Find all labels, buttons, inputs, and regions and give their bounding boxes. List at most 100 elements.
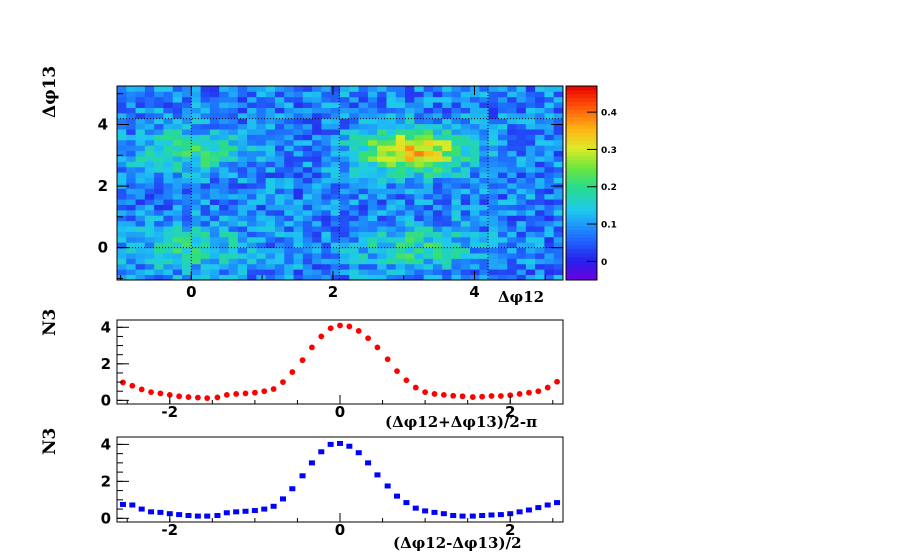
data-point bbox=[450, 513, 457, 519]
heatmap-cell bbox=[377, 226, 387, 232]
heatmap-cell bbox=[386, 253, 397, 259]
heatmap-cell bbox=[172, 236, 183, 243]
heatmap-cell bbox=[154, 129, 164, 135]
heatmap-cell bbox=[163, 123, 174, 130]
heatmap-cell bbox=[544, 145, 555, 152]
heatmap-cell bbox=[377, 209, 387, 216]
heatmap-cell bbox=[237, 236, 248, 243]
heatmap-cell bbox=[228, 139, 239, 146]
heatmap-cell bbox=[544, 199, 555, 205]
heatmap-cell bbox=[488, 150, 499, 157]
heatmap-cell bbox=[432, 236, 443, 243]
heatmap-cell bbox=[256, 209, 267, 216]
heatmap-cell bbox=[423, 253, 434, 259]
heatmap-cell bbox=[256, 96, 267, 103]
heatmap-cell bbox=[470, 215, 480, 222]
heatmap-cell bbox=[265, 145, 276, 152]
heatmap-cell bbox=[340, 188, 350, 195]
heatmap-cell bbox=[293, 242, 304, 249]
heatmap-cell bbox=[405, 102, 415, 108]
heatmap-cell bbox=[172, 215, 183, 222]
heatmap-cell bbox=[358, 247, 369, 254]
heatmap-cell bbox=[423, 193, 434, 200]
heatmap-cell bbox=[358, 172, 369, 179]
heatmap-cell bbox=[117, 112, 127, 119]
heatmap-cell bbox=[135, 242, 146, 249]
heatmap-cell bbox=[340, 209, 350, 216]
heatmap-cell bbox=[516, 209, 527, 216]
heatmap-cell bbox=[312, 166, 322, 173]
x-tick-label: 0 bbox=[335, 403, 345, 421]
heatmap-cell bbox=[479, 91, 490, 98]
heatmap-cell bbox=[432, 156, 443, 162]
heatmap-cell bbox=[460, 269, 471, 276]
heatmap-cell bbox=[386, 96, 397, 103]
heatmap-cell bbox=[516, 134, 527, 141]
heatmap-cell bbox=[479, 118, 490, 125]
heatmap-cell bbox=[479, 199, 490, 205]
heatmap-cell bbox=[144, 129, 155, 135]
heatmap-cell bbox=[172, 139, 183, 146]
heatmap-cell bbox=[367, 102, 378, 108]
heatmap-cell bbox=[395, 199, 406, 205]
heatmap-cell bbox=[507, 118, 517, 125]
heatmap-cell bbox=[358, 123, 369, 130]
heatmap-cell bbox=[274, 258, 285, 265]
heatmap-cell bbox=[135, 156, 146, 162]
heatmap-cell bbox=[358, 112, 369, 119]
data-point bbox=[554, 378, 560, 385]
heatmap-cell bbox=[395, 231, 406, 238]
heatmap-cell bbox=[414, 274, 425, 281]
heatmap-cell bbox=[182, 129, 192, 135]
heatmap-cell bbox=[163, 96, 174, 103]
heatmap-cell bbox=[367, 199, 378, 205]
heatmap-cell bbox=[516, 112, 527, 119]
heatmap-cell bbox=[117, 102, 127, 108]
heatmap-cell bbox=[200, 112, 211, 119]
heatmap-cell bbox=[451, 220, 462, 227]
heatmap-cell bbox=[349, 96, 359, 103]
heatmap-cell bbox=[126, 269, 136, 276]
heatmap-cell bbox=[479, 263, 490, 270]
y-tick-label: 2 bbox=[101, 472, 111, 490]
heatmap-cell bbox=[507, 204, 517, 211]
heatmap-cell bbox=[479, 247, 490, 254]
heatmap-cell bbox=[330, 215, 341, 222]
heatmap-cell bbox=[535, 156, 545, 162]
heatmap-cell bbox=[274, 107, 285, 114]
heatmap-cell bbox=[414, 86, 425, 92]
heatmap-cell bbox=[497, 258, 508, 265]
heatmap-cell bbox=[265, 91, 276, 98]
data-point bbox=[204, 513, 211, 519]
heatmap-cell bbox=[470, 145, 480, 152]
heatmap-cell bbox=[349, 129, 359, 135]
heatmap-cell bbox=[358, 220, 369, 227]
heatmap-cell bbox=[265, 123, 276, 130]
heatmap-cell bbox=[479, 86, 490, 92]
heatmap-cell bbox=[544, 253, 555, 259]
heatmap-cell bbox=[442, 242, 452, 249]
heatmap-cell bbox=[470, 231, 480, 238]
heatmap-cell bbox=[507, 123, 517, 130]
heatmap-cell bbox=[377, 107, 387, 114]
heatmap-cell bbox=[442, 258, 452, 265]
heatmap-cell bbox=[209, 274, 220, 281]
x-tick-label: 0 bbox=[186, 283, 196, 301]
heatmap-cell bbox=[377, 263, 387, 270]
heatmap-cell bbox=[535, 188, 545, 195]
color-scale-band bbox=[566, 186, 597, 192]
heatmap-cell bbox=[479, 220, 490, 227]
heatmap-cell bbox=[488, 231, 499, 238]
difference-projection-y-axis-label: N3 bbox=[40, 428, 60, 455]
heatmap-cell bbox=[507, 139, 517, 146]
heatmap-cell bbox=[182, 118, 192, 125]
heatmap-cell bbox=[488, 242, 499, 249]
data-point bbox=[365, 460, 372, 466]
heatmap-cell bbox=[479, 177, 490, 184]
heatmap-cell bbox=[126, 183, 136, 189]
heatmap-cell bbox=[414, 263, 425, 270]
heatmap-cell bbox=[507, 107, 517, 114]
heatmap-cell bbox=[330, 231, 341, 238]
heatmap-cell bbox=[340, 172, 350, 179]
heatmap-cell bbox=[284, 193, 294, 200]
